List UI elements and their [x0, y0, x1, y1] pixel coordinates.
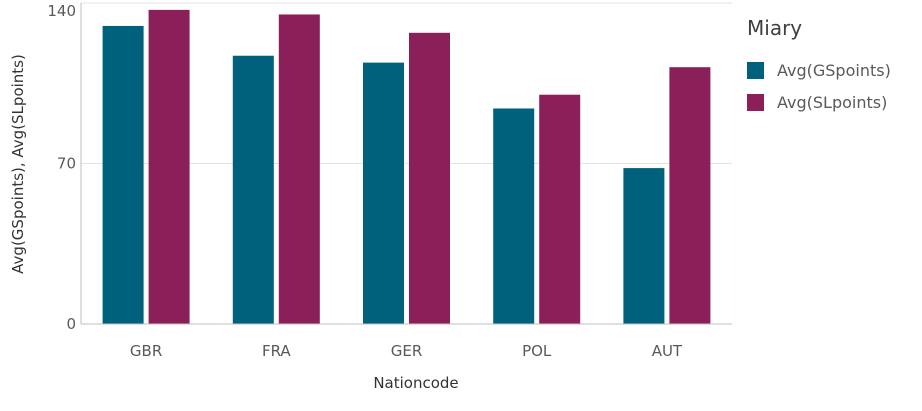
bars: [102, 9, 711, 325]
bar-fra-series-2[interactable]: [278, 14, 320, 324]
legend-swatch: [747, 94, 764, 111]
y-tick-label: 0: [66, 315, 76, 333]
y-axis-ticks: 0 70 140: [47, 2, 76, 333]
x-tick-label: GER: [391, 342, 423, 360]
y-tick-label: 140: [47, 2, 76, 20]
y-tick-label: 70: [57, 155, 76, 173]
x-tick-label: AUT: [652, 342, 683, 360]
legend-label: Avg(GSpoints): [777, 61, 891, 80]
bar-gbr-series-2[interactable]: [148, 9, 190, 325]
y-axis-title: Avg(GSpoints), Avg(SLpoints): [9, 54, 27, 274]
legend-title: Miary: [747, 16, 802, 40]
legend-label: Avg(SLpoints): [777, 93, 887, 112]
x-tick-label: FRA: [262, 342, 291, 360]
bar-gbr-series-1[interactable]: [102, 25, 144, 325]
x-tick-label: POL: [522, 342, 552, 360]
bar-aut-series-1[interactable]: [623, 168, 665, 324]
bar-ger-series-1[interactable]: [363, 62, 404, 324]
bar-fra-series-1[interactable]: [232, 55, 274, 324]
x-axis-ticks: GBR FRA GER POL AUT: [130, 342, 683, 360]
legend[interactable]: Avg(GSpoints) Avg(SLpoints): [747, 61, 891, 112]
legend-swatch: [747, 62, 764, 79]
bar-aut-series-2[interactable]: [669, 67, 711, 324]
x-tick-label: GBR: [130, 342, 162, 360]
bar-pol-series-1[interactable]: [493, 108, 535, 324]
bar-ger-series-2[interactable]: [409, 32, 450, 325]
bar-pol-series-2[interactable]: [539, 94, 581, 324]
x-axis-title: Nationcode: [373, 374, 458, 392]
